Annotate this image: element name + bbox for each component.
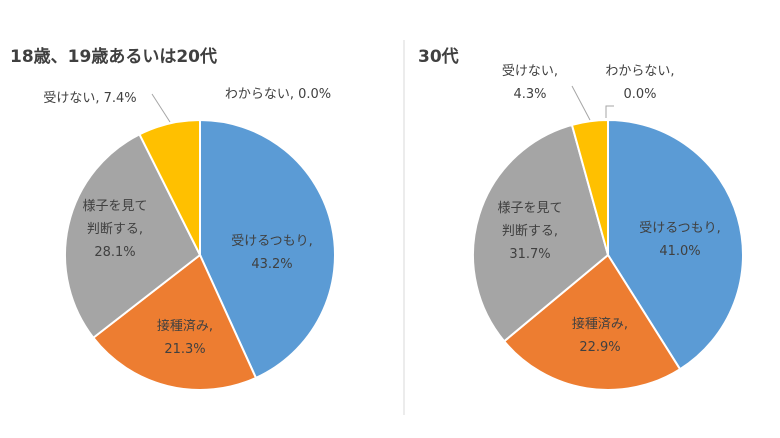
slice-label-line: わからない, <box>605 64 674 79</box>
pie-slice <box>502 253 682 391</box>
slice-label-line: 受けない, <box>502 64 558 79</box>
pie-slice <box>570 118 609 256</box>
slice-label: わからない, 0.0% <box>225 87 331 102</box>
slice-label: 受けない, 4.3% <box>502 64 558 102</box>
slice-label-line: 様子を見て <box>497 201 562 216</box>
leader-line <box>571 85 591 121</box>
slice-label: 受けるつもり, 41.0% <box>639 221 721 259</box>
slice-label-line: 43.2% <box>251 257 292 272</box>
pie-slice <box>472 123 610 343</box>
slice-label: 受けない, 7.4% <box>43 91 136 106</box>
slice-label-line: 受けるつもり, <box>639 221 721 236</box>
slice-label: わからない, 0.0% <box>605 64 674 102</box>
slice-label-line: 受けるつもり, <box>231 234 313 249</box>
slice-label-line: 様子を見て <box>82 199 147 214</box>
slice-label-line: 31.7% <box>509 247 550 262</box>
slice-label-line: 受けない, 7.4% <box>43 91 136 106</box>
slice-label-line: 0.0% <box>623 87 656 102</box>
slice-label-line: 4.3% <box>513 87 546 102</box>
pie-slice <box>138 118 201 256</box>
leader-line <box>605 105 614 118</box>
pie-slice <box>199 118 336 380</box>
chart-title: 30代 <box>418 46 459 67</box>
slice-label-line: 22.9% <box>579 340 620 355</box>
chart-title: 18歳、19歳あるいは20代 <box>10 46 217 67</box>
leader-line <box>151 93 171 123</box>
pie-slice <box>64 132 202 340</box>
slice-label: 様子を見て判断する, 31.7% <box>497 201 562 262</box>
slice-label: 受けるつもり, 43.2% <box>231 234 313 272</box>
slice-label: 様子を見て判断する, 28.1% <box>82 199 147 260</box>
slice-label-line: 21.3% <box>164 342 205 357</box>
slice-label-line: 判断する, <box>502 224 558 239</box>
slice-label-line: 28.1% <box>94 245 135 260</box>
pie-slice <box>91 253 258 391</box>
slice-label-line: わからない, 0.0% <box>225 87 331 102</box>
slice-label: 接種済み, 22.9% <box>572 316 628 355</box>
slice-label-line: 接種済み, <box>157 318 213 334</box>
slice-label-line: 接種済み, <box>572 316 628 332</box>
slice-label-line: 判断する, <box>87 222 143 237</box>
slice-label: 接種済み, 21.3% <box>157 318 213 357</box>
slice-label-line: 41.0% <box>659 244 700 259</box>
